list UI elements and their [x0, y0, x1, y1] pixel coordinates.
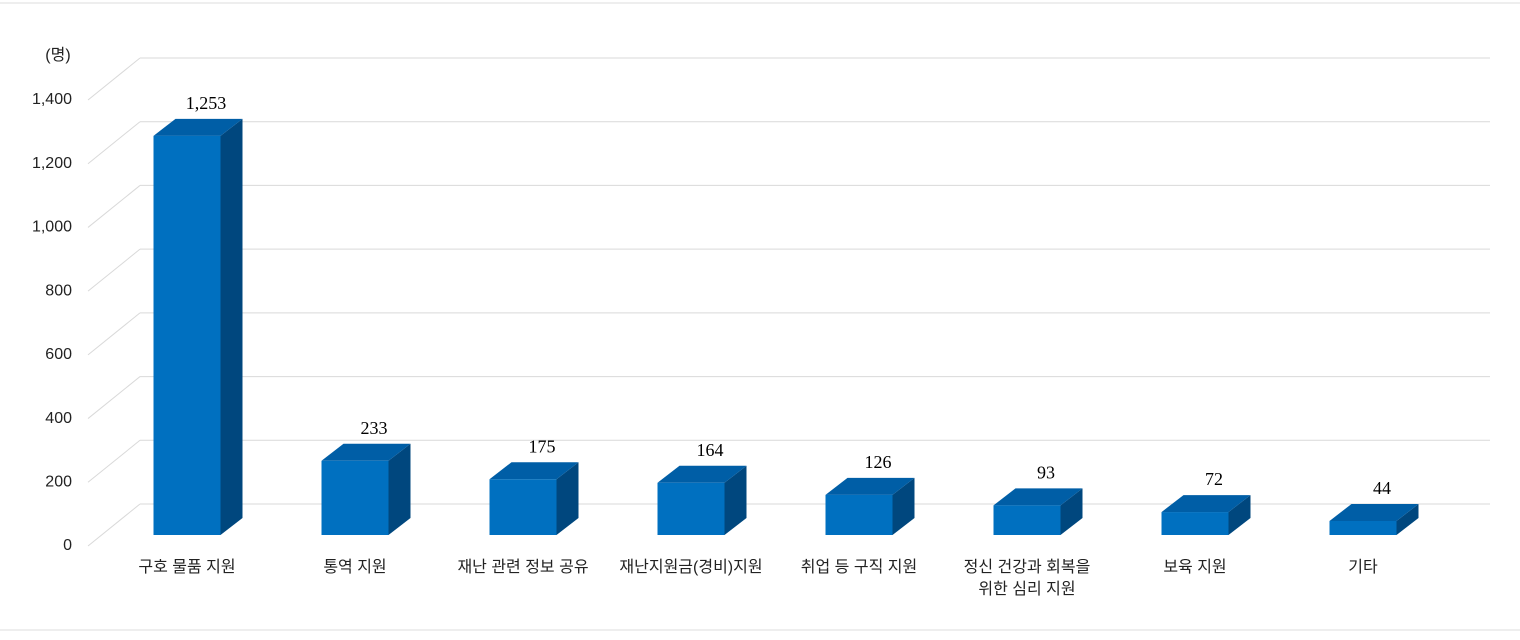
x-tick-label: 취업 등 구직 지원: [801, 558, 917, 576]
bar-top: [1329, 503, 1419, 521]
bar-side: [388, 443, 411, 535]
bar-top: [993, 488, 1083, 506]
bar: [1161, 512, 1229, 535]
grid-diagonal: [87, 312, 141, 356]
bar-side: [1060, 488, 1083, 535]
y-unit: (명): [45, 46, 70, 64]
bar-top: [825, 477, 915, 495]
x-tick-label: 정신 건강과 회복을 위한 심리 지원: [964, 558, 1091, 598]
grid-diagonal: [87, 121, 141, 165]
x-tick-label: 재난 관련 정보 공유: [457, 558, 588, 576]
x-tick-label: 재난지원금(경비)지원: [619, 558, 762, 576]
value-label: 72: [1205, 469, 1223, 489]
y-tick-label: 1,400: [32, 91, 72, 108]
y-tick-label: 400: [45, 410, 72, 427]
value-label: 1,253: [186, 93, 227, 113]
grid-diagonal: [87, 57, 141, 101]
bar: [321, 460, 389, 535]
bar-top: [153, 118, 243, 136]
bar: [657, 482, 725, 535]
grid-diagonal: [87, 248, 141, 292]
y-tick-label: 1,000: [32, 219, 72, 236]
value-label: 175: [529, 436, 556, 456]
bar: [993, 505, 1061, 535]
value-label: 126: [865, 452, 892, 472]
bar: [153, 135, 221, 535]
value-label: 164: [697, 440, 724, 460]
x-tick-label: 구호 물품 지원: [138, 558, 235, 576]
bar-top: [489, 462, 579, 480]
y-tick-label: 0: [63, 537, 72, 554]
bar-side: [1228, 495, 1251, 535]
bar: [489, 479, 557, 535]
grid-diagonal: [87, 503, 141, 547]
bar-side: [1396, 503, 1419, 535]
y-tick-label: 200: [45, 474, 72, 491]
grid-diagonal: [87, 185, 141, 228]
grid-diagonal: [87, 376, 141, 419]
bar: [825, 494, 893, 535]
value-label: 44: [1373, 478, 1391, 498]
y-tick-label: 600: [45, 346, 72, 363]
bar: [1329, 520, 1397, 535]
value-label: 93: [1037, 462, 1055, 482]
x-tick-label: 통역 지원: [323, 558, 386, 576]
y-tick-label: 1,200: [32, 155, 72, 172]
bar-top: [1161, 495, 1251, 513]
bar-side: [892, 477, 915, 535]
bar-top: [657, 465, 747, 483]
x-tick-label: 보육 지원: [1163, 558, 1226, 576]
bar-side: [556, 462, 579, 535]
value-label: 233: [361, 418, 388, 438]
bar-side: [220, 118, 243, 535]
bar-side: [724, 465, 747, 535]
x-tick-label: 기타: [1348, 558, 1378, 576]
bar-top: [321, 443, 411, 461]
y-tick-label: 800: [45, 282, 72, 299]
grid-diagonal: [87, 439, 141, 483]
